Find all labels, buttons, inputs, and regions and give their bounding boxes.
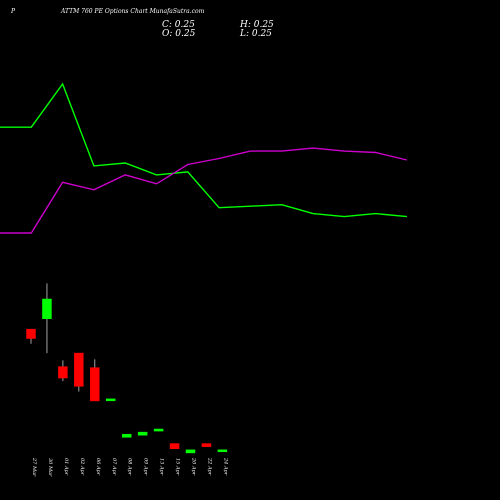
candle xyxy=(217,449,228,453)
candle-body xyxy=(26,328,36,339)
candle-body xyxy=(90,367,100,402)
candle-body xyxy=(121,433,132,438)
x-tick-label: 20 Apr xyxy=(191,457,197,476)
candle xyxy=(90,359,100,402)
x-tick-label: 07 Apr xyxy=(111,458,117,476)
candle xyxy=(42,283,52,354)
chart-title: ATTM 760 PE Options Chart MunafaSutra.co… xyxy=(61,8,205,15)
candle xyxy=(201,443,212,447)
candle-body xyxy=(137,431,148,436)
candle xyxy=(153,428,164,432)
candle xyxy=(58,360,68,382)
x-axis-labels: 27 Mar 30 Mar 01 Apr 02 Apr 06 Apr 07 Apr 08 A… xyxy=(31,457,228,477)
candle xyxy=(106,398,116,402)
x-tick-label: 01 Apr xyxy=(63,458,69,476)
x-tick-label: 22 Apr xyxy=(206,457,212,476)
close-value: C: 0.25 xyxy=(162,20,195,30)
x-tick-label: 08 Apr xyxy=(127,458,133,476)
candle xyxy=(169,443,180,450)
candle-body xyxy=(42,298,52,320)
x-tick-label: 02 Apr xyxy=(79,458,85,476)
candle-body xyxy=(169,443,180,450)
candle-body xyxy=(58,366,68,379)
x-tick-label: 24 Apr xyxy=(222,457,228,476)
x-tick-label: 06 Apr xyxy=(95,458,101,476)
high-value: H: 0.25 xyxy=(240,20,274,30)
low-value: L: 0.25 xyxy=(240,29,272,39)
overlay-line-1 xyxy=(0,82,407,218)
candle xyxy=(137,431,148,436)
candles xyxy=(26,283,228,454)
candle xyxy=(26,328,36,344)
candle-body xyxy=(106,398,116,402)
candle-body xyxy=(217,449,228,453)
overlay-line-2 xyxy=(0,147,408,234)
x-tick-label: 09 Apr xyxy=(143,458,149,476)
x-tick-label: 13 Apr xyxy=(159,458,165,476)
open-value: O: 0.25 xyxy=(162,29,196,39)
candle xyxy=(185,449,196,454)
candle xyxy=(121,433,132,438)
candle-body xyxy=(201,443,212,447)
x-tick-label: 15 Apr xyxy=(175,458,181,476)
header-letter: P xyxy=(11,8,16,15)
candle-body xyxy=(74,352,84,387)
x-tick-label: 27 Mar xyxy=(31,457,37,477)
indicator-lines xyxy=(0,82,408,234)
candle xyxy=(74,352,84,392)
candle-body xyxy=(153,428,164,432)
candle-body xyxy=(185,449,196,454)
x-tick-label: 30 Mar xyxy=(47,458,53,477)
